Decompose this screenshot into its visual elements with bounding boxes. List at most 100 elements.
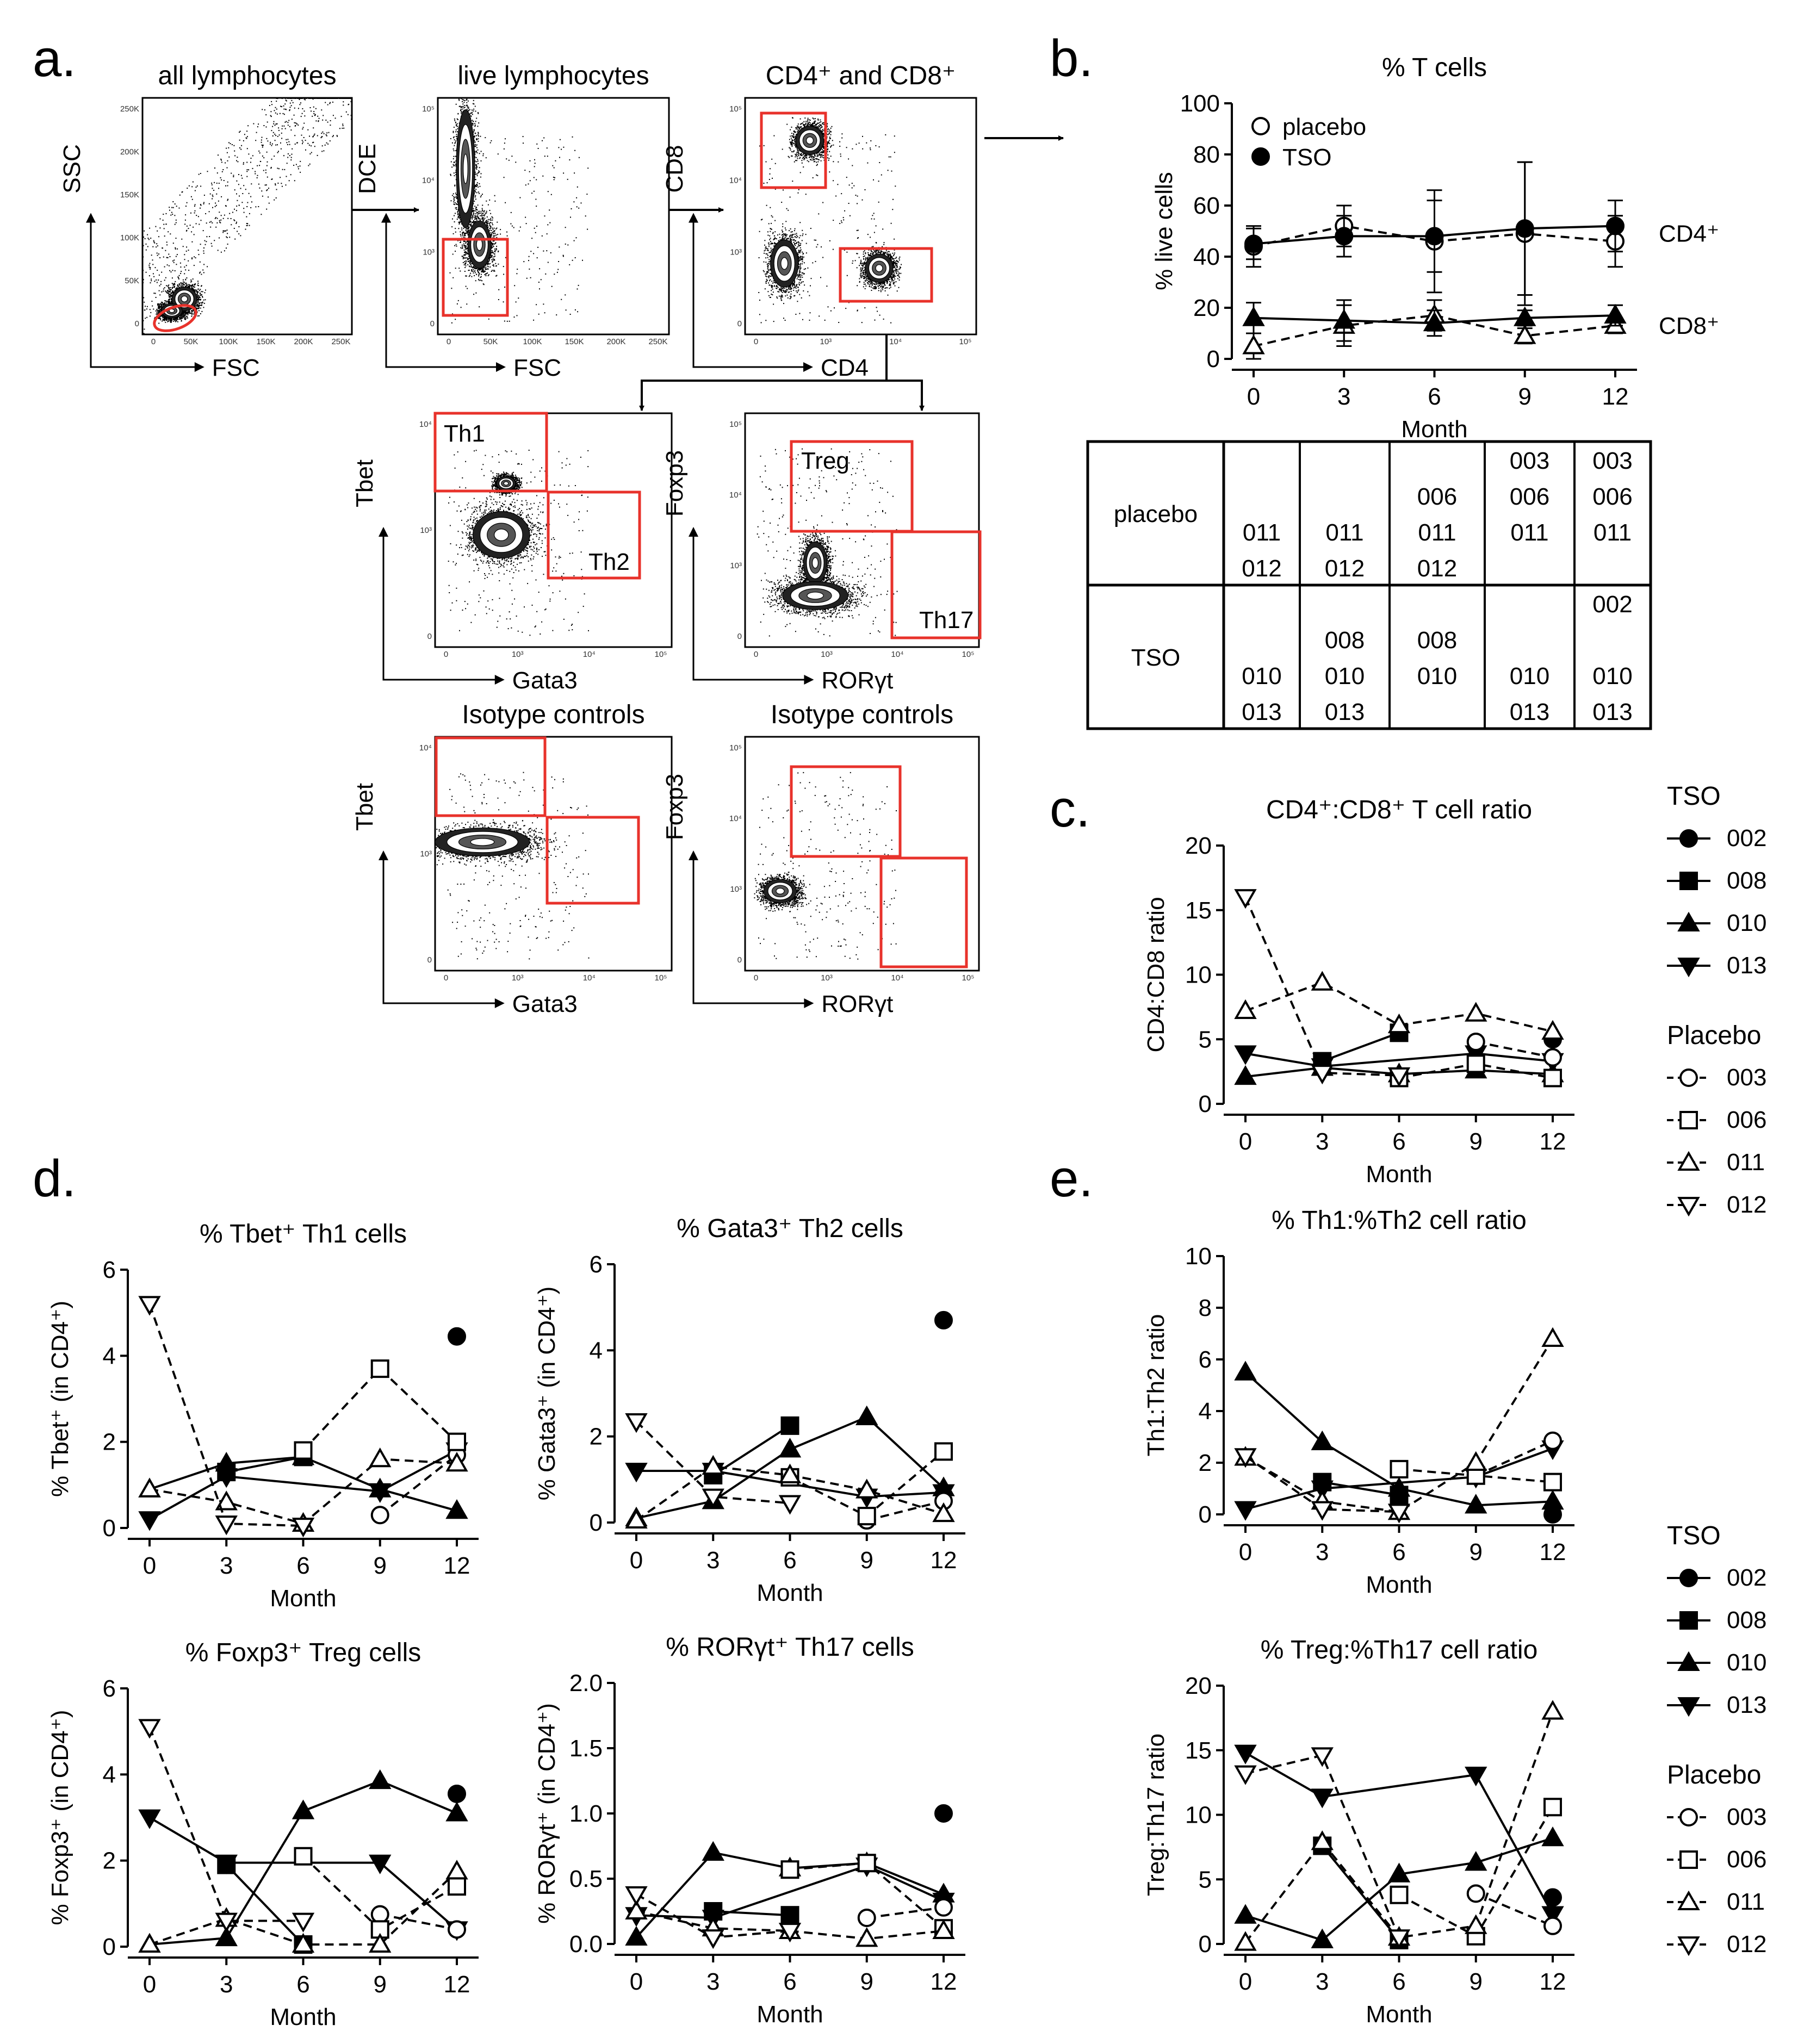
data-point <box>1606 216 1625 235</box>
facs-y-tick: 10⁴ <box>419 743 432 753</box>
data-point <box>1543 1916 1562 1935</box>
x-axis-label: Month <box>757 2001 823 2028</box>
chart-title: % RORγt⁺ Th17 cells <box>666 1633 914 1662</box>
x-tick-label: 6 <box>1392 1539 1405 1565</box>
facs-contour <box>470 838 495 846</box>
facs-y-tick: 0 <box>427 955 432 965</box>
series-line <box>1322 1032 1400 1063</box>
facs-gate-label: Th17 <box>919 607 974 633</box>
y-tick-label: 4 <box>103 1761 116 1788</box>
series-line <box>1244 1711 1554 1943</box>
facs-y-tick: 10⁵ <box>422 104 435 114</box>
facs-axis-arrow <box>692 854 811 1004</box>
facs-x-label: CD4 <box>821 355 869 381</box>
series-line <box>1253 314 1616 347</box>
data-point <box>1332 309 1355 329</box>
legend-label: 010 <box>1727 1649 1766 1676</box>
data-point <box>1311 1747 1334 1767</box>
legend-label: placebo <box>1282 114 1366 140</box>
facs-x-tick: 10⁴ <box>889 337 902 346</box>
y-tick-label: 5 <box>1199 1866 1212 1893</box>
series-line <box>380 1913 457 1931</box>
x-tick-label: 0 <box>143 1552 156 1579</box>
series-line <box>379 1453 458 1516</box>
facs-arrowhead <box>194 362 204 372</box>
facs-plot-treg: Treg Th17 0 10³ 10⁴ 10⁵ 0 10³ 10⁴ 10⁵ RORγt Foxp3 <box>661 412 982 694</box>
series-line <box>1321 1845 1400 1941</box>
panel-letter-c: c. <box>1050 780 1090 838</box>
data-point <box>1387 1013 1411 1034</box>
table-cell: 002 <box>1592 591 1632 618</box>
table-cell: 010 <box>1510 663 1549 689</box>
table-group-label: placebo <box>1114 501 1198 527</box>
panel-letter-d: d. <box>33 1150 76 1208</box>
x-axis-label: Month <box>757 1580 823 1606</box>
facs-plot-cd4cd8: 0 10³ 10⁴ 10⁵ 0 10³ 10⁴ 10⁵ CD4 CD8 CD4⁺ and CD8⁺ <box>661 61 977 381</box>
y-tick-label: 0 <box>1199 1501 1212 1528</box>
facs-events <box>449 98 589 324</box>
series-line <box>1245 1447 1553 1511</box>
legend-label: 012 <box>1727 1931 1766 1958</box>
data-point <box>1541 1020 1564 1040</box>
series-line <box>226 1456 303 1474</box>
facs-x-label: Gata3 <box>512 991 578 1017</box>
facs-x-tick: 250K <box>648 337 667 346</box>
facs-contour <box>181 295 188 302</box>
facs-y-tick: 50K <box>125 276 139 285</box>
facs-y-label: SSC <box>59 144 85 193</box>
facs-arrowhead <box>804 998 814 1008</box>
facs-x-tick: 50K <box>184 337 199 346</box>
facs-gate <box>442 238 509 317</box>
data-point <box>1514 306 1536 326</box>
data-point <box>292 1799 315 1819</box>
data-point <box>138 1511 161 1531</box>
x-axis-label: Month <box>1401 416 1467 443</box>
data-point <box>1242 334 1265 355</box>
facs-arrowhead <box>689 527 698 537</box>
data-point <box>778 1923 802 1943</box>
x-tick-label: 6 <box>1392 1968 1405 1995</box>
facs-x-tick: 0 <box>754 337 758 346</box>
table-cell: 011 <box>1325 519 1363 546</box>
facs-x-tick: 250K <box>331 337 350 346</box>
facs-x-tick: 10⁵ <box>962 973 975 983</box>
legend-label: 008 <box>1727 867 1766 894</box>
y-tick-label: 2 <box>103 1429 116 1456</box>
data-point <box>1541 1327 1564 1347</box>
data-point <box>138 1933 161 1953</box>
facs-title: all lymphocytes <box>158 61 336 90</box>
facs-y-label: CD8 <box>661 145 688 192</box>
facs-event-cloud <box>435 772 590 960</box>
data-point <box>1465 1494 1487 1514</box>
series-line <box>1475 1892 1553 1927</box>
series-006 <box>294 1847 466 1939</box>
facs-x-tick: 200K <box>606 337 625 346</box>
facs-arrowhead <box>689 850 698 860</box>
chart-d2: % Gata3⁺ Th2 cells 0 2 4 6 0 3 6 9 12 Month % Gata3… <box>534 1214 965 1606</box>
series-line <box>866 1906 944 1919</box>
data-point <box>1466 1054 1485 1073</box>
legend-marker <box>1679 1611 1698 1630</box>
facs-x-label: RORγt <box>821 667 893 694</box>
y-tick-label: 6 <box>1199 1346 1212 1373</box>
series-012 <box>625 1886 802 1949</box>
legends-layer: placeboTSOTSO002008010013Placebo00300601… <box>1251 114 1766 1958</box>
data-point <box>1234 1045 1257 1065</box>
data-point <box>778 1463 802 1483</box>
facs-x-tick: 10⁴ <box>583 650 596 659</box>
facs-plot-th: Th1 Th2 0 10³ 10⁴ 10⁵ 0 10³ 10⁴ Gata3 Tbet <box>351 412 673 694</box>
series-line <box>149 1449 457 1520</box>
legend-label: TSO <box>1282 144 1331 171</box>
data-point <box>1234 1065 1257 1085</box>
x-tick-label: 12 <box>1540 1539 1566 1565</box>
data-point <box>1425 227 1444 246</box>
panel-letter-e: e. <box>1050 1150 1093 1208</box>
x-tick-label: 0 <box>143 1971 156 1998</box>
data-point <box>1543 1048 1562 1067</box>
legend-group-title: TSO <box>1667 1521 1721 1550</box>
y-tick-label: 0 <box>103 1515 116 1542</box>
facs-axis-arrow <box>692 216 810 368</box>
facs-contour <box>494 529 509 541</box>
series-011 <box>138 1860 468 1953</box>
